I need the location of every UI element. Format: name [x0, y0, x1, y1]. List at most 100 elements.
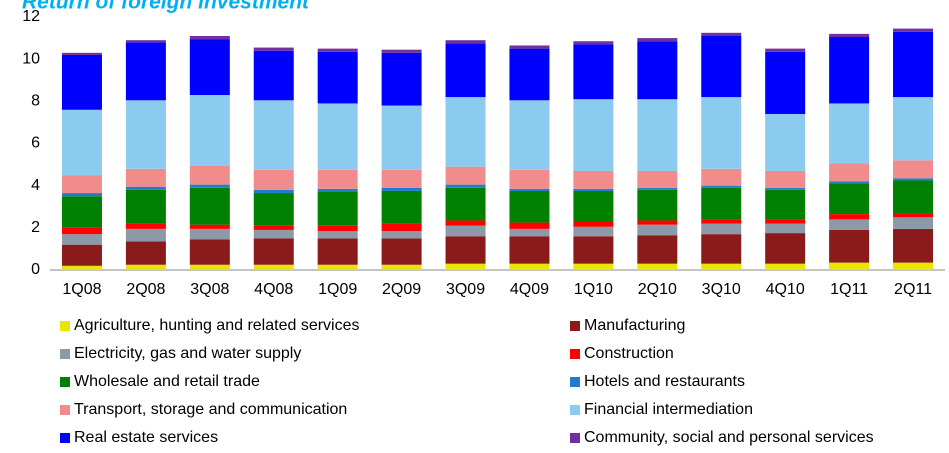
bar-segment	[637, 170, 678, 188]
bar-segment	[765, 170, 806, 188]
bar-segment	[701, 97, 742, 169]
y-tick-label: 6	[31, 135, 40, 152]
legend-swatch	[570, 321, 580, 331]
bar-segment	[125, 168, 166, 187]
bar-segment	[125, 40, 166, 43]
bar-segment	[253, 264, 294, 270]
bar-segment	[317, 191, 358, 226]
bar-segment	[61, 244, 102, 266]
y-tick-label: 4	[31, 177, 40, 194]
x-tick-label: 1Q10	[574, 281, 613, 298]
bar-segment	[637, 189, 678, 221]
bar-segment	[125, 223, 166, 229]
bar-segment	[445, 166, 486, 185]
bar-segment	[765, 189, 806, 220]
bar-segment	[893, 180, 934, 214]
bar-segment	[445, 43, 486, 98]
legend-swatch	[60, 433, 70, 443]
bar-segment	[61, 193, 102, 197]
bar-segment	[637, 38, 678, 42]
bar-segment	[765, 51, 806, 114]
bar-segment	[509, 169, 550, 189]
bar-segment	[253, 229, 294, 239]
x-tick-label: 2Q11	[894, 281, 932, 298]
x-tick-label: 2Q09	[382, 281, 421, 298]
bar-segment	[125, 264, 166, 270]
bar-segment	[445, 40, 486, 44]
bar-segment	[189, 224, 230, 229]
x-tick-label: 1Q09	[318, 281, 357, 298]
bar-segment	[829, 229, 870, 263]
bar-segment	[317, 264, 358, 270]
legend-label: Manufacturing	[584, 317, 685, 334]
bar-segment	[701, 263, 742, 270]
bar-segment	[893, 213, 934, 218]
bar-segment	[189, 228, 230, 240]
bar-segment	[893, 31, 934, 98]
bar-segment	[573, 236, 614, 264]
bar-segment	[765, 233, 806, 264]
x-tick-label: 4Q08	[254, 281, 293, 298]
x-tick-label: 1Q08	[62, 281, 101, 298]
bar-segment	[573, 226, 614, 237]
bar-segment	[829, 219, 870, 230]
x-tick-label: 4Q09	[510, 281, 549, 298]
bar-segment	[765, 219, 806, 224]
bar-segment	[61, 227, 102, 235]
bar-segment	[829, 262, 870, 270]
x-tick-label: 3Q08	[190, 281, 229, 298]
bar-segment	[61, 54, 102, 110]
bar-segment	[125, 189, 166, 224]
bar-segment	[125, 42, 166, 101]
bar-segment	[829, 103, 870, 164]
bar-segment	[573, 190, 614, 222]
bar-segment	[253, 193, 294, 226]
bar-segment	[573, 44, 614, 100]
x-tick-label: 3Q10	[702, 281, 741, 298]
legend-label: Agriculture, hunting and related service…	[74, 317, 360, 334]
bar-segment	[765, 263, 806, 270]
bar-segment	[445, 97, 486, 167]
bar-segment	[509, 228, 550, 237]
bar-segment	[701, 223, 742, 235]
bar-segment	[381, 230, 422, 239]
legend-swatch	[570, 433, 580, 443]
bar-segment	[317, 188, 358, 192]
x-tick-label: 3Q09	[446, 281, 485, 298]
bar-segment	[701, 185, 742, 188]
bar-segment	[573, 170, 614, 189]
bar-segment	[445, 263, 486, 270]
legend-label: Community, social and personal services	[584, 429, 874, 446]
bar-segment	[61, 52, 102, 55]
bar-segment	[893, 217, 934, 229]
bar-segment	[637, 220, 678, 225]
legend-label: Hotels and restaurants	[584, 373, 745, 390]
legend-swatch	[60, 405, 70, 415]
legend-swatch	[570, 349, 580, 359]
bar-segment	[765, 48, 806, 52]
bar-segment	[701, 187, 742, 220]
bar-segment	[317, 169, 358, 189]
bar-segment	[381, 52, 422, 106]
x-tick-label: 1Q11	[830, 281, 868, 298]
bar-segment	[829, 33, 870, 38]
bar-segment	[509, 222, 550, 229]
bar-segment	[381, 190, 422, 224]
legend-label: Construction	[584, 345, 674, 362]
legend-swatch	[570, 377, 580, 387]
bar-segment	[317, 103, 358, 170]
bar-segment	[509, 188, 550, 191]
y-tick-label: 10	[22, 50, 40, 67]
bar-segment	[61, 234, 102, 245]
bar-segment	[189, 165, 230, 185]
bar-segment	[317, 225, 358, 231]
bar-segment	[125, 228, 166, 242]
bar-segment	[61, 196, 102, 228]
bar-segment	[381, 49, 422, 53]
bar-segment	[189, 184, 230, 188]
bar-segment	[573, 41, 614, 45]
bar-segment	[317, 48, 358, 52]
y-tick-label: 2	[31, 219, 40, 236]
bar-segment	[253, 50, 294, 101]
bar-segment	[189, 264, 230, 270]
